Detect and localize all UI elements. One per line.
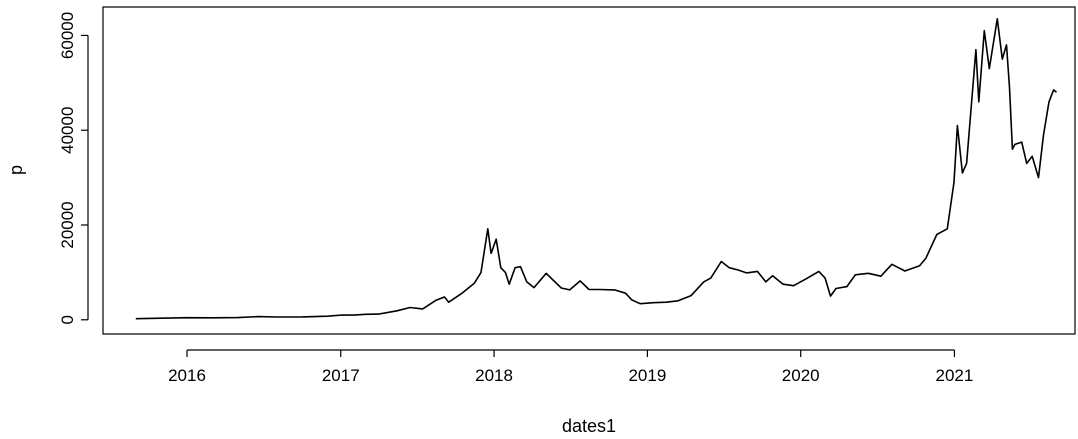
plot-frame: [102, 6, 1076, 335]
x-tick-label: 2017: [322, 366, 360, 385]
x-tick-label: 2021: [936, 366, 974, 385]
x-tick-label: 2018: [475, 366, 513, 385]
x-tick-label: 2020: [782, 366, 820, 385]
y-tick-label: 0: [58, 315, 77, 324]
y-axis: 0 20000 40000 60000: [58, 12, 89, 325]
price-series-line: [135, 18, 1058, 320]
x-tick-label: 2016: [168, 366, 206, 385]
y-tick-label: 40000: [58, 107, 77, 154]
y-tick-label: 20000: [58, 201, 77, 248]
y-tick-label: 60000: [58, 12, 77, 59]
x-tick-label: 2019: [628, 366, 666, 385]
y-axis-title: p: [6, 165, 26, 175]
x-axis: 2016 2017 2018 2019 2020 2021: [168, 349, 974, 385]
x-axis-title: dates1: [562, 416, 616, 436]
